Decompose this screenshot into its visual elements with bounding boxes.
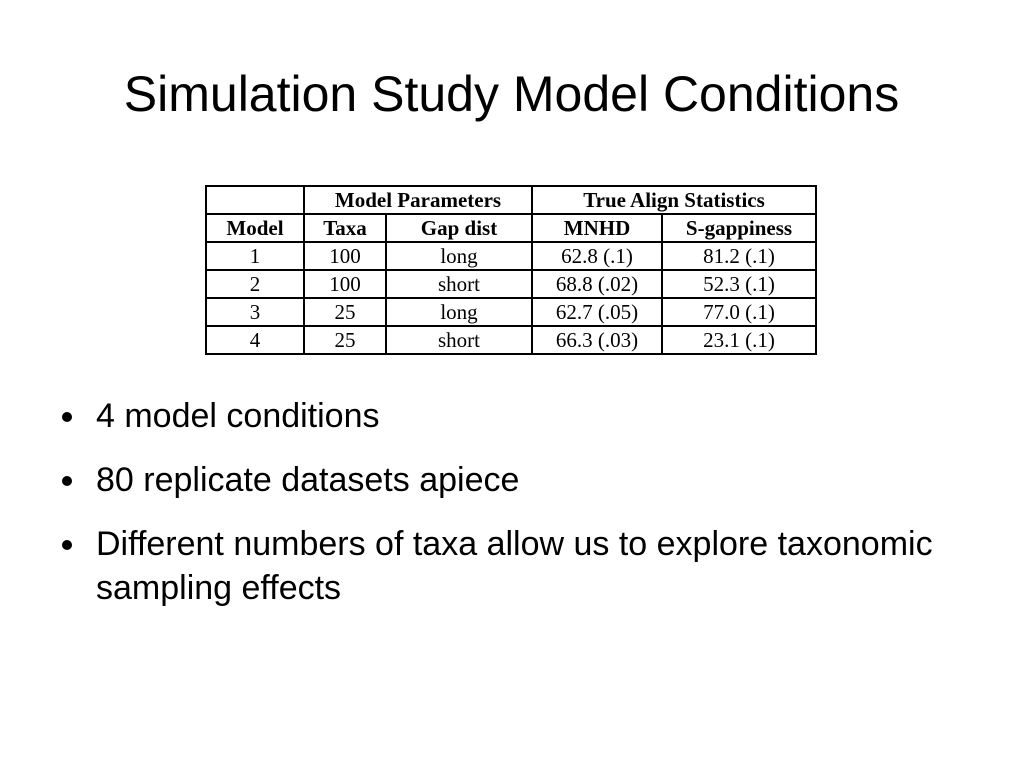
list-item: Different numbers of taxa allow us to ex… — [60, 522, 960, 610]
cell-model: 4 — [205, 325, 305, 355]
cell-taxa: 100 — [303, 241, 387, 271]
group-header-empty — [205, 185, 305, 215]
model-conditions-table: Model Parameters True Align Statistics M… — [205, 185, 817, 355]
cell-gap-dist: short — [385, 325, 533, 355]
cell-mnhd: 62.8 (.1) — [531, 241, 663, 271]
list-item: 80 replicate datasets apiece — [60, 458, 960, 502]
slide-title: Simulation Study Model Conditions — [123, 66, 900, 122]
cell-gap-dist: long — [385, 297, 533, 327]
table-group-header-row: Model Parameters True Align Statistics — [205, 185, 817, 215]
table-row: 3 25 long 62.7 (.05) 77.0 (.1) — [205, 297, 817, 327]
cell-model: 1 — [205, 241, 305, 271]
column-header-model: Model — [205, 213, 305, 243]
bullet-icon — [62, 476, 72, 486]
cell-gap-dist: short — [385, 269, 533, 299]
cell-mnhd: 66.3 (.03) — [531, 325, 663, 355]
cell-taxa: 25 — [303, 325, 387, 355]
cell-gap-dist: long — [385, 241, 533, 271]
bullet-text: 80 replicate datasets apiece — [96, 461, 520, 499]
bullet-list: 4 model conditions 80 replicate datasets… — [60, 394, 960, 630]
cell-mnhd: 62.7 (.05) — [531, 297, 663, 327]
bullet-icon — [62, 412, 72, 422]
bullet-text: 4 model conditions — [96, 397, 380, 435]
table-row: 2 100 short 68.8 (.02) 52.3 (.1) — [205, 269, 817, 299]
bullet-text: Different numbers of taxa allow us to ex… — [96, 525, 933, 607]
column-header-mnhd: MNHD — [531, 213, 663, 243]
cell-s-gappiness: 23.1 (.1) — [661, 325, 817, 355]
group-header-true-align-statistics: True Align Statistics — [531, 185, 817, 215]
column-header-gap-dist: Gap dist — [385, 213, 533, 243]
table-row: 4 25 short 66.3 (.03) 23.1 (.1) — [205, 325, 817, 355]
group-header-model-parameters: Model Parameters — [303, 185, 533, 215]
cell-s-gappiness: 81.2 (.1) — [661, 241, 817, 271]
table-column-header-row: Model Taxa Gap dist MNHD S-gappiness — [205, 213, 817, 243]
cell-taxa: 25 — [303, 297, 387, 327]
cell-s-gappiness: 52.3 (.1) — [661, 269, 817, 299]
list-item: 4 model conditions — [60, 394, 960, 438]
cell-s-gappiness: 77.0 (.1) — [661, 297, 817, 327]
cell-model: 2 — [205, 269, 305, 299]
table-row: 1 100 long 62.8 (.1) 81.2 (.1) — [205, 241, 817, 271]
cell-model: 3 — [205, 297, 305, 327]
column-header-s-gappiness: S-gappiness — [661, 213, 817, 243]
cell-taxa: 100 — [303, 269, 387, 299]
model-conditions-table-container: Model Parameters True Align Statistics M… — [205, 185, 817, 355]
column-header-taxa: Taxa — [303, 213, 387, 243]
bullet-icon — [62, 540, 72, 550]
cell-mnhd: 68.8 (.02) — [531, 269, 663, 299]
